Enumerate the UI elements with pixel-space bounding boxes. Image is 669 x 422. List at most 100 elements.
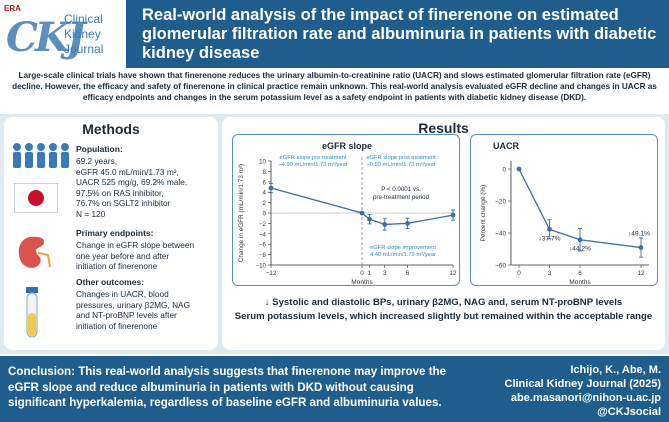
population-line: N = 120 (76, 208, 106, 219)
y-axis-label: Percent change (%) (480, 185, 487, 241)
ckj-logo-letters: CKJ (6, 14, 86, 61)
data-point (359, 210, 365, 216)
y-tick-label: −4 (259, 231, 267, 238)
other-line: pressures, urinary β2MG, NAG (76, 299, 191, 310)
population-line: 69.2 years, (76, 156, 118, 166)
y-tick-label: 8 (263, 169, 267, 176)
footer-banner (0, 356, 669, 422)
y-tick-label: −60 (495, 263, 506, 270)
population-line: eGFR 45.0 mL/min/1.73 m², (76, 166, 179, 177)
data-point (516, 166, 522, 172)
post-slope-title: eGFR slope post treatment (366, 155, 436, 161)
population-line: 76.7% on SGLT2 inhibitor (76, 198, 171, 209)
x-tick-label: 6 (406, 270, 410, 277)
data-point (367, 216, 372, 222)
contact-email[interactable]: abe.masanori@nihon-u.ac.jp (510, 392, 661, 404)
journal-name-line-1: Clinical (64, 12, 103, 26)
y-tick-label: −8 (259, 252, 267, 259)
chart-title: eGFR slope (322, 141, 372, 151)
results-summary-1: ↓ Systolic and diastolic BPs, urinary β2… (264, 297, 623, 308)
uacr-data-label: ↓49.1% (628, 231, 650, 238)
population-heading: Population: (76, 144, 123, 154)
data-point (382, 222, 388, 227)
y-tick-label: 4 (263, 190, 267, 197)
improvement-title: eGFR slope improvement (370, 245, 436, 251)
x-tick-label: 3 (548, 270, 552, 277)
kidney-icon (18, 236, 51, 268)
uacr-series-line (518, 168, 642, 249)
patients-icon (13, 143, 69, 168)
uacr-chart: UACR −60 −40 −20 0 0 3 6 12 Months Percent change … (480, 141, 650, 286)
y-axis-label: Change in eGFR (mL/min/1.73 m²) (238, 164, 245, 262)
data-point (547, 226, 552, 232)
primary-endpoints-heading: Primary endpoints: (76, 228, 154, 238)
egfr-series-line (270, 187, 454, 226)
citation-authors: Ichijo, K., Abe, M. (570, 364, 661, 376)
methods-card: Methods Population: 69.2 years, eGFR 45.… (4, 117, 218, 350)
y-tick-label: 6 (263, 179, 267, 186)
x-tick-label: 12 (637, 270, 645, 277)
population-line: UACR 525 mg/g, 69.2% male, (76, 177, 188, 188)
x-tick-label: −12 (266, 270, 277, 277)
data-point (405, 221, 410, 226)
y-tick-label: 2 (263, 200, 267, 207)
population-line: 97.5% on RAS inhibitor, (76, 187, 164, 198)
era-badge: ERA (4, 4, 21, 13)
uacr-chart-frame: UACR −60 −40 −20 0 0 3 6 12 Months Percent change … (470, 134, 658, 286)
y-tick-label: −10 (256, 263, 267, 270)
conclusion-text: Conclusion: This real-world analysis sug… (8, 365, 447, 409)
x-axis-label: Months (569, 279, 591, 286)
x-tick-label: 0 (517, 270, 521, 277)
data-point (638, 245, 644, 250)
pre-slope-value: −4.99 mL/min/1.73 m²/year (278, 162, 348, 168)
journal-logo: ERA CKJ Clinical Kidney Journal (0, 0, 128, 68)
other-line: and NT-proBNP levels after (76, 310, 177, 321)
y-tick-label: −40 (495, 231, 506, 238)
x-tick-label: 0 (360, 270, 364, 277)
y-tick-label: 0 (263, 211, 267, 218)
journal-name-line-3: Journal (64, 42, 104, 56)
y-tick-label: −6 (259, 242, 267, 249)
other-line: initiation of finerenone (76, 320, 158, 331)
citation-journal: Clinical Kidney Journal (2025) (504, 378, 662, 390)
page-title: Real-world analysis of the impact of fin… (142, 6, 657, 62)
x-tick-label: 12 (449, 270, 457, 277)
pre-slope-title: eGFR slope pre treatment (279, 155, 346, 161)
x-axis-label: Months (351, 279, 373, 286)
x-tick-label: 3 (383, 270, 387, 277)
uacr-data-label: ↓37.7% (539, 235, 561, 242)
primary-line: one year before and after (76, 250, 170, 261)
results-title: Results (418, 120, 469, 136)
x-tick-label: 1 (368, 270, 372, 277)
intro-paragraph: Large-scale clinical trials have shown t… (12, 71, 657, 102)
other-outcomes-heading: Other outcomes: (76, 277, 145, 287)
p-value-line2: pre-treatment period (373, 194, 430, 201)
journal-name-line-2: Kidney (64, 27, 101, 41)
chart-title: UACR (493, 141, 519, 151)
primary-endpoints-text: Change in eGFR slope between one year be… (76, 240, 216, 272)
y-tick-label: 10 (259, 159, 266, 166)
other-line: Changes in UACR, blood (76, 289, 169, 299)
improvement-value: 4.40 mL/min/1.73 m²/year (370, 252, 436, 258)
post-slope-value: −0.59 mL/min/1.73 m²/year (366, 162, 436, 168)
x-tick-label: 6 (578, 270, 582, 277)
primary-line: Change in eGFR slope between (76, 240, 195, 250)
urine-tube-icon (26, 287, 38, 338)
data-point (577, 237, 583, 243)
uacr-data-label: ↓44.2% (569, 246, 591, 253)
other-outcomes-text: Changes in UACR, blood pressures, urinar… (76, 289, 216, 331)
primary-line: initiation of finerenone (76, 261, 158, 272)
data-point (450, 212, 456, 218)
y-tick-label: −2 (259, 221, 267, 228)
results-summary-2: Serum potassium levels, which increased … (234, 311, 653, 322)
p-value-line1: P < 0.0001 vs. (381, 186, 421, 193)
egfr-chart-frame: eGFR slope −10 −8 −6 −4 −2 0 2 4 6 8 10 −12 0 1 3 6 12 Mon… (232, 134, 460, 286)
japan-flag-icon (14, 183, 58, 213)
population-text: 69.2 years, eGFR 45.0 mL/min/1.73 m², UA… (76, 156, 216, 220)
methods-title: Methods (82, 121, 140, 137)
social-handle[interactable]: @CKJsocial (597, 406, 661, 418)
y-tick-label: 0 (502, 167, 506, 174)
y-tick-label: −20 (495, 199, 506, 206)
data-point (268, 185, 274, 191)
